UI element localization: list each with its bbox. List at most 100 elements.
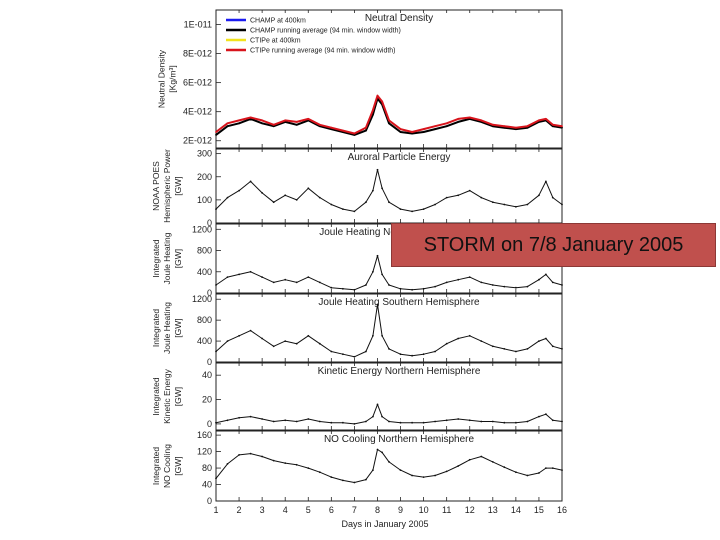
data-point bbox=[538, 415, 540, 418]
data-point bbox=[353, 423, 356, 425]
data-point bbox=[422, 476, 425, 478]
data-point bbox=[445, 196, 448, 199]
series-line bbox=[215, 304, 563, 358]
data-point bbox=[284, 340, 287, 342]
x-tick-label: 16 bbox=[557, 505, 567, 515]
data-point bbox=[381, 334, 383, 337]
data-point bbox=[318, 196, 321, 199]
data-point bbox=[342, 353, 344, 356]
x-tick-label: 12 bbox=[465, 505, 475, 515]
data-point bbox=[445, 419, 448, 422]
data-point bbox=[526, 203, 529, 206]
data-point bbox=[295, 121, 298, 123]
data-point bbox=[445, 281, 448, 284]
data-point bbox=[545, 337, 547, 340]
y-axis-label: [GW] bbox=[173, 318, 183, 337]
data-point bbox=[515, 126, 517, 129]
data-point bbox=[376, 403, 379, 406]
data-point bbox=[491, 461, 494, 463]
y-tick-label: 160 bbox=[197, 430, 212, 440]
y-tick-label: 0 bbox=[207, 496, 212, 506]
data-point bbox=[272, 201, 275, 204]
data-point bbox=[515, 286, 517, 289]
data-point bbox=[411, 132, 413, 135]
storm-annotation-box: STORM on 7/8 January 2005 bbox=[391, 223, 716, 267]
y-axis-label: Neutral Density bbox=[157, 49, 167, 108]
y-tick-label: 400 bbox=[197, 267, 212, 277]
y-axis-label: Integrated bbox=[151, 309, 161, 348]
data-point bbox=[411, 474, 413, 477]
data-point bbox=[388, 348, 390, 350]
data-point bbox=[457, 121, 460, 123]
y-tick-label: 0 bbox=[207, 288, 212, 298]
data-point bbox=[388, 119, 390, 122]
data-point bbox=[526, 474, 529, 477]
data-point bbox=[215, 421, 217, 424]
data-point bbox=[399, 469, 402, 471]
legend-entry: CHAMP at 400km bbox=[250, 18, 306, 25]
x-tick-label: 7 bbox=[352, 505, 357, 515]
data-point bbox=[272, 281, 275, 284]
data-point bbox=[457, 194, 460, 197]
data-point bbox=[272, 123, 275, 126]
data-point bbox=[515, 350, 517, 353]
data-point bbox=[491, 345, 494, 348]
data-point bbox=[215, 134, 217, 136]
y-axis-label: NOAA POES bbox=[151, 161, 161, 211]
data-point bbox=[457, 337, 460, 340]
data-point bbox=[284, 419, 287, 422]
data-point bbox=[353, 134, 356, 136]
series-line bbox=[215, 255, 563, 291]
data-point bbox=[272, 459, 275, 462]
x-axis-label: Days in January 2005 bbox=[341, 519, 428, 529]
data-point bbox=[491, 420, 494, 423]
data-point bbox=[372, 415, 374, 418]
storm-annotation-text: STORM on 7/8 January 2005 bbox=[423, 233, 684, 256]
x-tick-label: 15 bbox=[534, 505, 544, 515]
y-axis-label: NO Cooling bbox=[162, 444, 172, 488]
data-point bbox=[445, 125, 448, 128]
data-point bbox=[422, 353, 425, 356]
data-point bbox=[238, 416, 241, 419]
data-point bbox=[365, 420, 367, 423]
data-point bbox=[261, 455, 263, 458]
data-point bbox=[307, 276, 310, 278]
data-point bbox=[353, 481, 356, 484]
data-point bbox=[376, 303, 379, 306]
legend-entry: CHAMP running average (94 min. window wi… bbox=[250, 28, 401, 35]
data-point bbox=[284, 119, 287, 122]
data-point bbox=[434, 350, 436, 353]
data-point bbox=[353, 355, 356, 358]
data-point bbox=[226, 276, 229, 278]
data-point bbox=[491, 201, 494, 204]
y-tick-label: 1200 bbox=[192, 294, 212, 304]
data-point bbox=[249, 452, 252, 455]
data-point bbox=[411, 131, 413, 133]
data-point bbox=[365, 284, 367, 286]
data-point bbox=[376, 94, 379, 97]
data-point bbox=[365, 126, 367, 129]
y-tick-label: 1E-011 bbox=[184, 20, 212, 30]
data-point bbox=[295, 123, 298, 126]
data-point bbox=[515, 421, 517, 424]
data-point bbox=[330, 350, 333, 353]
data-point bbox=[226, 125, 229, 128]
y-tick-label: 40 bbox=[202, 370, 212, 380]
x-tick-label: 10 bbox=[419, 505, 429, 515]
x-tick-label: 8 bbox=[375, 505, 380, 515]
data-point bbox=[307, 118, 310, 120]
y-tick-label: 4E-012 bbox=[183, 107, 212, 117]
data-point bbox=[381, 415, 383, 418]
panel-title: Auroral Particle Energy bbox=[348, 152, 451, 163]
data-point bbox=[503, 125, 506, 128]
data-point bbox=[538, 472, 540, 474]
data-point bbox=[411, 421, 413, 424]
data-point bbox=[238, 273, 241, 276]
x-tick-label: 14 bbox=[511, 505, 521, 515]
data-point bbox=[376, 448, 379, 451]
data-point bbox=[381, 100, 383, 103]
data-point bbox=[238, 189, 241, 192]
data-point bbox=[376, 168, 379, 171]
x-tick-label: 2 bbox=[237, 505, 242, 515]
data-point bbox=[480, 455, 483, 458]
